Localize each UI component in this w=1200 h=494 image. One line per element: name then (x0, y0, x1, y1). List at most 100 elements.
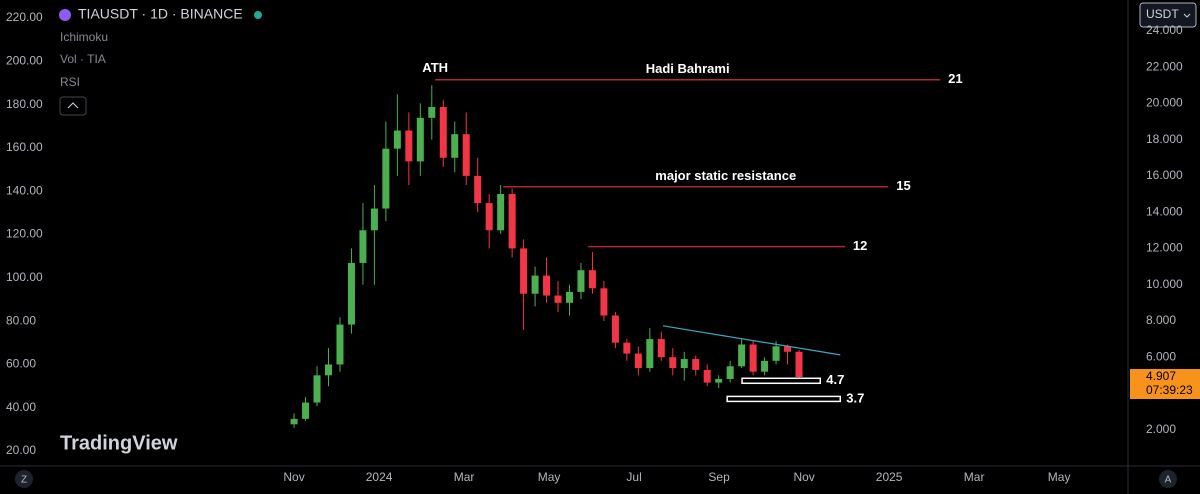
x-tick-label: 2024 (366, 470, 393, 484)
candle-body (393, 130, 401, 149)
y-tick-label: 10.000 (1146, 277, 1183, 291)
candle-body (795, 351, 803, 378)
level-label: 21 (948, 71, 962, 86)
y2-tick-label: 180.00 (6, 97, 43, 111)
candle-body (451, 134, 459, 158)
x-tick-label: May (538, 470, 561, 484)
level-label: 12 (853, 238, 867, 253)
candle-body (462, 134, 470, 176)
level-caption: major static resistance (655, 168, 796, 183)
candle-body (382, 148, 390, 209)
y2-tick-label: 100.00 (6, 270, 43, 284)
x-tick-label: Nov (283, 470, 304, 484)
candle-body (520, 248, 528, 294)
y2-tick-label: 220.00 (6, 10, 43, 24)
candle-body (497, 194, 505, 231)
zoom-icon: Z (21, 475, 27, 486)
candle-body (543, 275, 551, 296)
candle-body (784, 346, 792, 352)
candle-body (416, 117, 424, 162)
candle-body (554, 295, 562, 303)
x-tick-label: Mar (454, 470, 475, 484)
x-tick-label: Sep (708, 470, 730, 484)
candle-body (726, 366, 734, 379)
status-dot (254, 11, 262, 19)
candle-body (347, 262, 355, 325)
candle-body (508, 194, 516, 249)
candle-body (485, 203, 493, 231)
auto-scale-icon: A (1165, 475, 1172, 486)
indicator[interactable]: RSI (60, 75, 80, 89)
candle-body (313, 375, 321, 403)
y2-tick-label: 20.00 (6, 443, 36, 457)
candle-body (738, 344, 746, 367)
y-tick-label: 24.000 (1146, 23, 1183, 37)
watermark: TradingView (60, 432, 178, 454)
y2-tick-label: 140.00 (6, 183, 43, 197)
candle-body (359, 230, 367, 263)
last-price: 4.907 (1146, 369, 1176, 383)
support-zone (726, 395, 841, 403)
x-tick-label: Jul (626, 470, 641, 484)
auto-scale-button[interactable] (1159, 470, 1177, 488)
zone-label: 4.7 (826, 372, 844, 387)
candle-body (428, 106, 436, 118)
candle-body (588, 270, 596, 289)
x-tick-label: May (1048, 470, 1071, 484)
candle-body (405, 130, 413, 162)
candle-body (611, 315, 619, 343)
candle-body (577, 270, 585, 292)
candle-body (680, 359, 688, 369)
candle-body (703, 369, 711, 383)
candle-body (565, 291, 573, 303)
y2-tick-label: 200.00 (6, 53, 43, 67)
candle-body (772, 346, 780, 361)
candle-body (634, 353, 642, 369)
y-tick-label: 8.000 (1146, 313, 1176, 327)
support-zone (741, 377, 822, 385)
candle-body (302, 402, 310, 419)
candle-body (749, 344, 757, 372)
trendline (662, 325, 841, 356)
y-tick-label: 6.000 (1146, 349, 1176, 363)
candle-body (370, 208, 378, 231)
y-tick-label: 14.000 (1146, 204, 1183, 218)
indicator[interactable]: Vol · TIA (60, 52, 106, 66)
candle-body (761, 360, 769, 372)
level-caption: Hadi Bahrami (646, 61, 730, 76)
candle-body (623, 342, 631, 354)
candle-body (657, 339, 665, 358)
y2-tick-label: 40.00 (6, 400, 36, 414)
y2-tick-label: 60.00 (6, 357, 36, 371)
y-tick-label: 22.000 (1146, 59, 1183, 73)
candle-body (439, 106, 447, 158)
y2-tick-label: 80.00 (6, 313, 36, 327)
y-tick-label: 20.000 (1146, 96, 1183, 110)
symbol-icon (59, 9, 71, 21)
chart-title: TIAUSDT · 1D · BINANCE (78, 6, 243, 22)
candle-body (336, 324, 344, 365)
candle-body (474, 175, 482, 204)
y-tick-label: 18.000 (1146, 132, 1183, 146)
candle-body (715, 378, 723, 383)
price-tag (1130, 369, 1200, 400)
collapse-button[interactable] (59, 96, 87, 116)
y-tick-label: 12.000 (1146, 241, 1183, 255)
dropdown-icon (1183, 13, 1191, 18)
zoom-button[interactable] (15, 470, 33, 488)
currency: USDT (1146, 7, 1179, 21)
currency-button[interactable] (1139, 2, 1197, 28)
y-tick-label: 16.000 (1146, 168, 1183, 182)
candle-body (325, 364, 333, 376)
candle-body (669, 357, 677, 369)
y2-tick-label: 160.00 (6, 140, 43, 154)
candle-body (692, 359, 700, 370)
countdown: 07:39:23 (1146, 383, 1193, 397)
indicator[interactable]: Ichimoku (60, 30, 108, 44)
zone-label: 3.7 (846, 390, 864, 405)
collapse-icon (67, 102, 79, 109)
level-label: 15 (896, 178, 910, 193)
candle-body (646, 339, 654, 369)
level-tag: ATH (422, 60, 448, 75)
